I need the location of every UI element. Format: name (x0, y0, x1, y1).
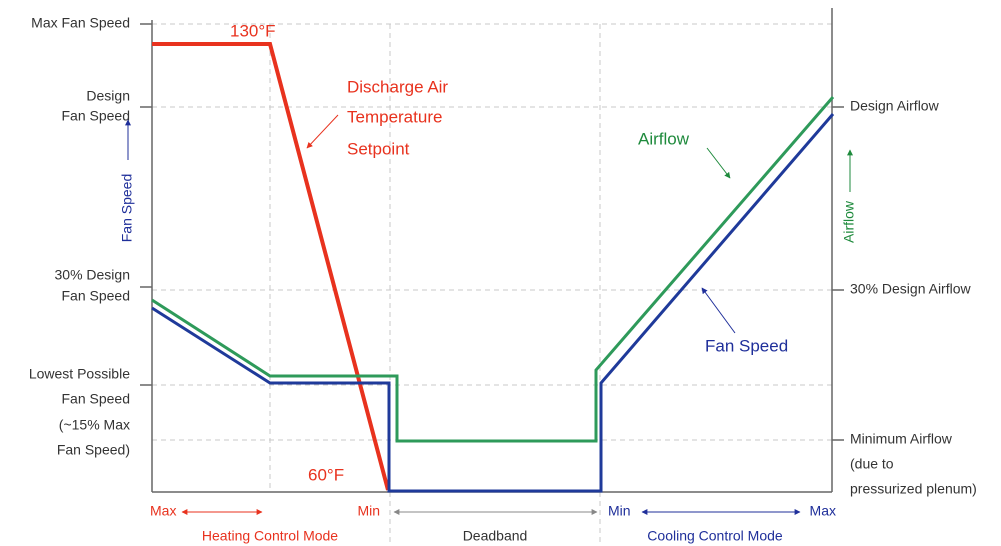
axis-label: Fan Speed (62, 108, 131, 124)
bottom-label: Max (150, 503, 176, 519)
bottom-label: Cooling Control Mode (647, 528, 783, 544)
grid (152, 23, 832, 546)
axis-label: (due to (850, 456, 894, 472)
axis-label: Fan Speed (62, 288, 131, 304)
setpoint-line (152, 42, 390, 491)
airflow-line (151, 96, 835, 443)
axis-label: Design (86, 88, 130, 104)
axis-label: 30% Design Airflow (850, 281, 972, 297)
axis-label: 30% Design (55, 267, 131, 283)
arrow (306, 114, 339, 149)
bottom-label: Min (608, 503, 631, 519)
annotation: 130°F (230, 21, 276, 40)
fan-speed-line (151, 113, 835, 493)
axis-label: Lowest Possible (29, 366, 130, 382)
axis-label: Max Fan Speed (31, 15, 130, 31)
right-labels: Design Airflow 30% Design Airflow Minimum … (850, 98, 977, 497)
axis-label: (~15% Max (59, 417, 130, 433)
axis-title: Fan Speed (119, 174, 135, 243)
axis-label: Fan Speed (62, 391, 131, 407)
annotation: Discharge Air (347, 77, 448, 96)
annotation: 60°F (308, 465, 344, 484)
annotation: Temperature (347, 107, 442, 126)
annotation: Fan Speed (705, 336, 788, 355)
axis-label: Design Airflow (850, 98, 940, 114)
axis-label: pressurized plenum) (850, 481, 977, 497)
arrow (706, 147, 731, 179)
axis-label: Minimum Airflow (850, 431, 953, 447)
arrow (701, 287, 736, 334)
axis-label: Fan Speed) (57, 442, 130, 458)
bottom-label: Deadband (463, 528, 528, 544)
annotation: Setpoint (347, 139, 410, 158)
left-labels: Max Fan Speed Design Fan Speed 30% Design Fa… (29, 15, 130, 458)
bottom-label: Heating Control Mode (202, 528, 338, 544)
bottom-label: Max (810, 503, 836, 519)
axis-title: Airflow (841, 200, 857, 243)
bottom-label: Min (357, 503, 380, 519)
axes (140, 8, 844, 493)
annotation: Airflow (638, 129, 690, 148)
